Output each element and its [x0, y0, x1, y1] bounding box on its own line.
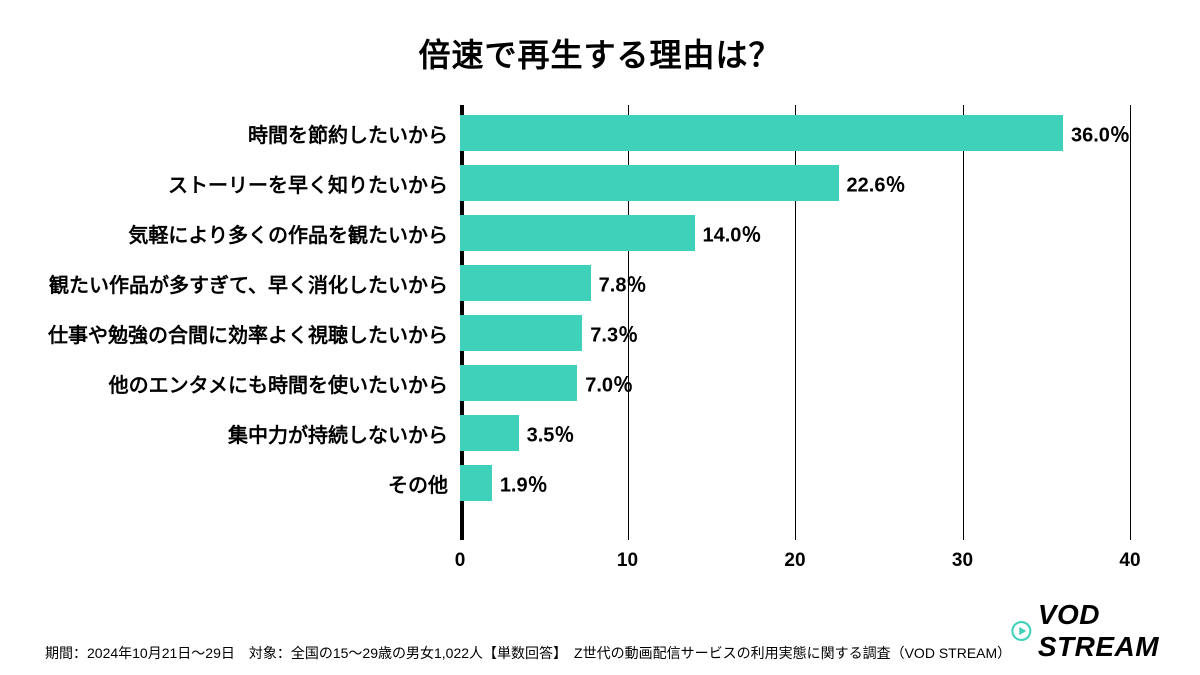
x-tick-label: 40 [1119, 550, 1140, 572]
bar-row: 時間を節約したいから 36.0％ [0, 115, 1200, 151]
bar-wrap: 22.6％ [460, 165, 1130, 201]
footer-caption: 期間：2024年10月21日～29日 対象：全国の15～29歳の男女1,022人… [45, 643, 1011, 663]
bar-wrap: 14.0％ [460, 215, 1130, 251]
bar [460, 365, 577, 401]
bar-row: 仕事や勉強の合間に効率よく視聴したいから 7.3％ [0, 315, 1200, 351]
bar-wrap: 3.5％ [460, 415, 1130, 451]
x-tick-label: 10 [617, 550, 638, 572]
chart-title: 倍速で再生する理由は？ [0, 30, 1200, 76]
value-label: 22.6％ [847, 169, 906, 198]
value-label: 36.0％ [1071, 119, 1130, 148]
bar-wrap: 1.9％ [460, 465, 1130, 501]
category-label: 仕事や勉強の合間に効率よく視聴したいから [0, 319, 460, 348]
bar [460, 315, 582, 351]
value-label: 1.9％ [500, 469, 548, 498]
bar [460, 215, 695, 251]
bar-wrap: 7.8％ [460, 265, 1130, 301]
category-label: 集中力が持続しないから [0, 419, 460, 448]
bar-row: 他のエンタメにも時間を使いたいから 7.0％ [0, 365, 1200, 401]
bar [460, 265, 591, 301]
footer: 期間：2024年10月21日～29日 対象：全国の15～29歳の男女1,022人… [0, 599, 1200, 663]
category-label: 気軽により多くの作品を観たいから [0, 219, 460, 248]
bar-wrap: 36.0％ [460, 115, 1130, 151]
value-label: 7.0％ [585, 369, 633, 398]
x-tick-label: 0 [455, 550, 466, 572]
category-label: 時間を節約したいから [0, 119, 460, 148]
x-axis-ticks: 010203040 [460, 550, 1130, 575]
bar [460, 165, 839, 201]
value-label: 14.0％ [703, 219, 762, 248]
value-label: 7.3％ [590, 319, 638, 348]
brand-name: VOD STREAM [1038, 599, 1170, 663]
category-label: ストーリーを早く知りたいから [0, 169, 460, 198]
play-icon [1011, 616, 1032, 646]
bars-container: 時間を節約したいから 36.0％ ストーリーを早く知りたいから 22.6％ 気軽により多… [0, 115, 1200, 501]
bar-row: ストーリーを早く知りたいから 22.6％ [0, 165, 1200, 201]
category-label: 観たい作品が多すぎて、早く消化したいから [0, 269, 460, 298]
chart-area: 時間を節約したいから 36.0％ ストーリーを早く知りたいから 22.6％ 気軽により多… [0, 105, 1200, 585]
bar [460, 465, 492, 501]
bar-row: 気軽により多くの作品を観たいから 14.0％ [0, 215, 1200, 251]
x-tick-label: 20 [784, 550, 805, 572]
bar-row: 観たい作品が多すぎて、早く消化したいから 7.8％ [0, 265, 1200, 301]
brand-logo: VOD STREAM [1011, 599, 1170, 663]
value-label: 7.8％ [599, 269, 647, 298]
x-tick-label: 30 [952, 550, 973, 572]
bar-wrap: 7.0％ [460, 365, 1130, 401]
bar-row: 集中力が持続しないから 3.5％ [0, 415, 1200, 451]
bar-row: その他 1.9％ [0, 465, 1200, 501]
value-label: 3.5％ [527, 419, 575, 448]
bar [460, 115, 1063, 151]
category-label: その他 [0, 469, 460, 498]
bar-wrap: 7.3％ [460, 315, 1130, 351]
bar [460, 415, 519, 451]
category-label: 他のエンタメにも時間を使いたいから [0, 369, 460, 398]
